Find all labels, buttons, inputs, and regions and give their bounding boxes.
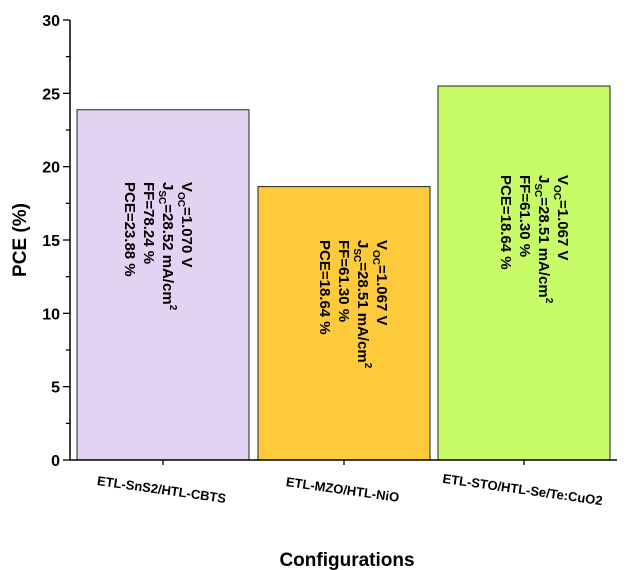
- annotation-voc: VOC=1.070 V: [175, 182, 195, 267]
- annotation-jsc: JSC=28.51 mA/cm2: [351, 240, 373, 369]
- annotation-voc: VOC=1.067 V: [370, 240, 390, 325]
- y-tick-label: 5: [51, 380, 60, 397]
- bar-3: [437, 85, 611, 461]
- y-tick-label: 25: [42, 86, 60, 103]
- annotation-jsc: JSC=28.51 mA/cm2: [532, 175, 554, 304]
- x-tick-label: ETL-SnS2/HTL-CBTS: [96, 473, 227, 506]
- annotation-pce: PCE=23.88 %: [121, 182, 138, 277]
- y-ticks-layer: 0 5 10 15 20 25 30: [42, 13, 70, 470]
- y-tick-label: 15: [42, 233, 60, 250]
- y-tick-label: 20: [42, 160, 60, 177]
- annotation-ff: FF=61.30 %: [516, 175, 533, 257]
- bar-1: [76, 109, 250, 461]
- y-tick-label: 0: [51, 453, 60, 470]
- x-axis-title: Configurations: [279, 550, 414, 570]
- category-labels-layer: ETL-SnS2/HTL-CBTS ETL-MZO/HTL-NiO ETL-STO/…: [96, 460, 604, 508]
- y-tick-label: 30: [42, 13, 60, 30]
- bar-2: [257, 186, 431, 461]
- annotation-pce: PCE=18.64 %: [316, 240, 333, 335]
- annotation-ff: FF=78.24 %: [140, 182, 157, 264]
- x-tick-label: ETL-STO/HTL-Se/Te:CuO2: [442, 471, 604, 508]
- annotation-voc: VOC=1.067 V: [551, 175, 571, 260]
- x-tick-label: ETL-MZO/HTL-NiO: [285, 474, 400, 505]
- annotation-ff: FF=61.30 %: [335, 240, 352, 322]
- bars-layer: [76, 85, 611, 461]
- y-axis-title: PCE (%): [10, 203, 31, 277]
- annotation-jsc: JSC=28.52 mA/cm2: [156, 182, 178, 311]
- annotation-pce: PCE=18.64 %: [497, 175, 514, 270]
- y-tick-label: 10: [42, 306, 60, 323]
